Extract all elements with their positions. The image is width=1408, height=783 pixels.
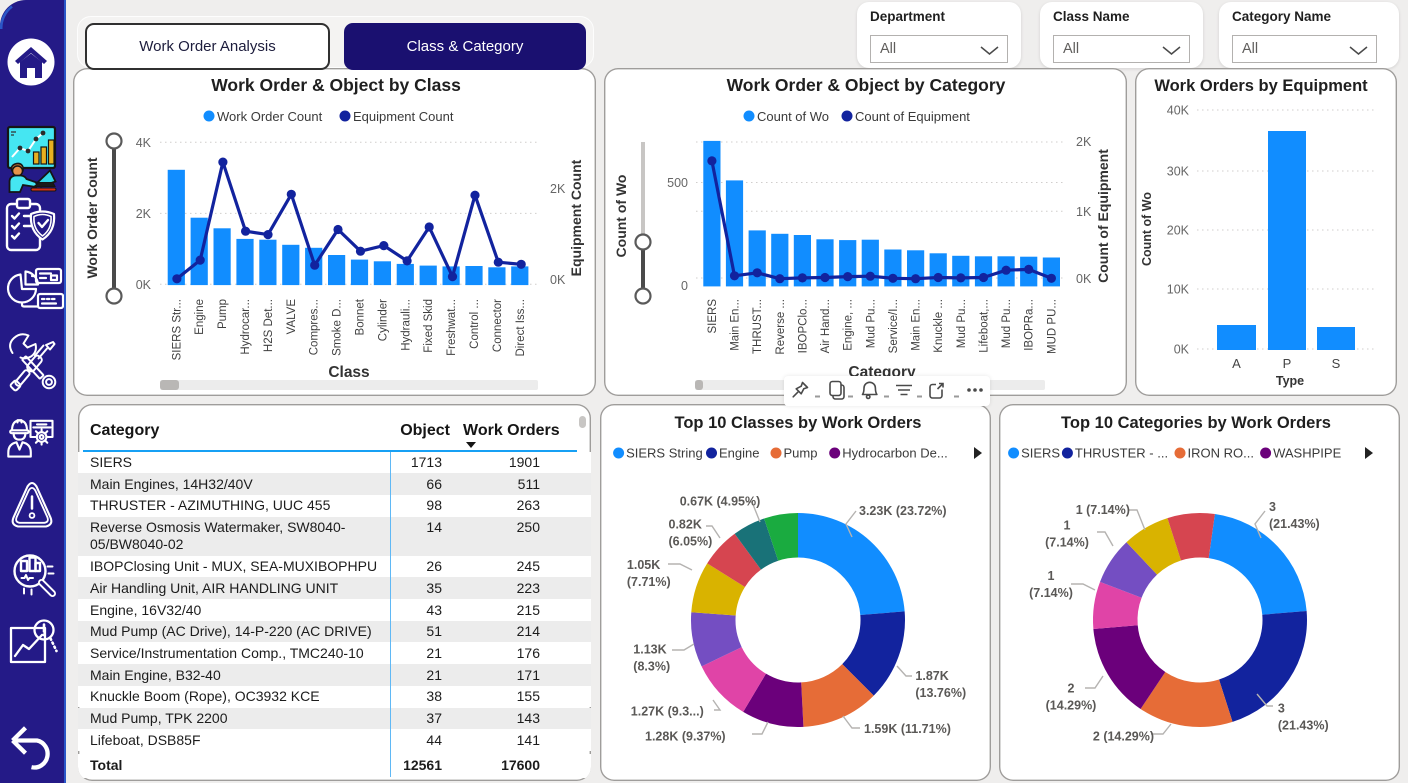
svg-text:Work Order Count: Work Order Count	[84, 157, 100, 278]
svg-text:Equipment Count: Equipment Count	[353, 109, 454, 124]
svg-text:Count of Wo: Count of Wo	[613, 175, 629, 258]
svg-text:Type: Type	[1276, 374, 1304, 388]
svg-text:Engine, ...: Engine, ...	[843, 299, 855, 351]
svg-text:Top 10 Categories by Work Orde: Top 10 Categories by Work Orders	[1061, 414, 1331, 432]
svg-text:1: 1	[1064, 519, 1071, 533]
svg-text:500: 500	[667, 176, 688, 190]
svg-text:Engine: Engine	[719, 446, 759, 461]
svg-text:2K: 2K	[1076, 135, 1092, 149]
svg-text:Count of Equipment: Count of Equipment	[855, 109, 970, 124]
svg-text:Work Order & Object by Class: Work Order & Object by Class	[211, 75, 461, 95]
svg-text:0K: 0K	[550, 273, 566, 287]
svg-text:Lifeboat,...: Lifeboat,...	[979, 299, 991, 353]
svg-text:1.13K: 1.13K	[633, 642, 666, 656]
svg-text:3: 3	[1269, 500, 1276, 514]
svg-text:Work Orders by Equipment: Work Orders by Equipment	[1154, 77, 1368, 95]
svg-text:Main En...: Main En...	[730, 299, 742, 351]
svg-text:Count of Equipment: Count of Equipment	[1095, 149, 1111, 283]
svg-text:0K: 0K	[1076, 272, 1092, 286]
svg-text:H2S Det...: H2S Det...	[263, 299, 275, 352]
svg-text:1.59K (11.71%): 1.59K (11.71%)	[864, 722, 951, 736]
svg-text:Direct Iss...: Direct Iss...	[515, 299, 527, 357]
svg-text:Work Order & Object by Categor: Work Order & Object by Category	[727, 75, 1006, 95]
svg-text:Hydrauli...: Hydrauli...	[400, 299, 412, 351]
svg-text:Top 10 Classes by Work Orders: Top 10 Classes by Work Orders	[675, 414, 922, 432]
svg-text:1 (7.14%): 1 (7.14%)	[1076, 503, 1130, 517]
svg-text:0.82K: 0.82K	[669, 518, 702, 532]
svg-text:Connector: Connector	[492, 299, 504, 352]
svg-text:Hydrocar...: Hydrocar...	[240, 299, 252, 355]
svg-text:Pump: Pump	[217, 299, 229, 329]
svg-text:IBOPClo...: IBOPClo...	[797, 299, 809, 353]
svg-text:40K: 40K	[1167, 104, 1190, 118]
svg-text:Equipment Count: Equipment Count	[568, 159, 584, 276]
svg-text:WASHPIPE: WASHPIPE	[1273, 446, 1341, 461]
svg-text:2K: 2K	[550, 182, 566, 196]
svg-text:1: 1	[1048, 569, 1055, 583]
svg-text:Mud Pu...: Mud Pu...	[956, 299, 968, 348]
svg-text:2: 2	[1068, 682, 1075, 696]
svg-text:1.27K (9.3...): 1.27K (9.3...)	[631, 705, 704, 719]
svg-text:Work Order Count: Work Order Count	[217, 109, 323, 124]
svg-text:3.23K (23.72%): 3.23K (23.72%)	[859, 504, 947, 518]
svg-text:0.67K (4.95%): 0.67K (4.95%)	[680, 495, 761, 509]
svg-text:VALVE: VALVE	[286, 299, 298, 335]
svg-text:(14.29%): (14.29%)	[1046, 699, 1097, 713]
svg-text:S: S	[1332, 356, 1341, 371]
svg-text:IBOPRa...: IBOPRa...	[1024, 299, 1036, 351]
svg-text:(21.43%): (21.43%)	[1269, 517, 1320, 531]
svg-text:1.87K: 1.87K	[915, 669, 948, 683]
svg-text:P: P	[1283, 356, 1292, 371]
svg-text:SIERS: SIERS	[707, 299, 719, 334]
svg-text:(7.71%): (7.71%)	[627, 575, 671, 589]
svg-text:1.05K: 1.05K	[627, 558, 660, 572]
svg-text:Main En...: Main En...	[911, 299, 923, 351]
svg-text:Knuckle ...: Knuckle ...	[933, 299, 945, 353]
svg-text:Service/I...: Service/I...	[888, 299, 900, 353]
svg-text:1.28K (9.37%): 1.28K (9.37%)	[645, 730, 726, 744]
svg-text:3: 3	[1278, 701, 1285, 715]
svg-text:IRON RO...: IRON RO...	[1188, 446, 1254, 461]
svg-text:2K: 2K	[136, 207, 152, 221]
svg-text:(7.14%): (7.14%)	[1045, 536, 1089, 550]
svg-text:Bonnet: Bonnet	[355, 298, 367, 335]
svg-text:10K: 10K	[1167, 283, 1190, 297]
svg-text:0K: 0K	[136, 278, 152, 292]
svg-text:Engine: Engine	[194, 299, 206, 335]
svg-text:Hydrocarbon De...: Hydrocarbon De...	[842, 446, 948, 461]
svg-text:(8.3%): (8.3%)	[633, 659, 670, 673]
svg-text:Control ...: Control ...	[469, 299, 481, 349]
svg-text:Mud Pu...: Mud Pu...	[1001, 299, 1013, 348]
svg-text:Air Hand...: Air Hand...	[820, 299, 832, 353]
svg-text:THRUSTER - ...: THRUSTER - ...	[1075, 446, 1168, 461]
svg-text:SIERS: SIERS	[1021, 446, 1060, 461]
svg-text:Mud Pu...: Mud Pu...	[865, 299, 877, 348]
svg-text:0K: 0K	[1174, 343, 1190, 357]
svg-text:(13.76%): (13.76%)	[915, 686, 966, 700]
svg-text:Pump: Pump	[784, 446, 818, 461]
svg-text:(7.14%): (7.14%)	[1029, 586, 1073, 600]
svg-text:Fixed Skid: Fixed Skid	[423, 299, 435, 353]
svg-text:Count of Wo: Count of Wo	[1140, 192, 1154, 266]
svg-text:SIERS String: SIERS String	[626, 446, 703, 461]
svg-text:(21.43%): (21.43%)	[1278, 718, 1329, 732]
svg-text:THRUST...: THRUST...	[752, 299, 764, 354]
svg-text:Smoke D...: Smoke D...	[332, 299, 344, 356]
svg-text:Cylinder: Cylinder	[377, 299, 389, 341]
svg-text:(6.05%): (6.05%)	[669, 535, 713, 549]
svg-text:20K: 20K	[1167, 224, 1190, 238]
svg-text:0: 0	[681, 279, 688, 293]
svg-text:Compres...: Compres...	[309, 299, 321, 355]
svg-text:2 (14.29%): 2 (14.29%)	[1093, 730, 1154, 744]
svg-text:MUD PU...: MUD PU...	[1046, 299, 1058, 354]
svg-text:A: A	[1232, 356, 1241, 371]
svg-text:4K: 4K	[136, 136, 152, 150]
svg-text:SIERS Str...: SIERS Str...	[171, 299, 183, 360]
svg-text:Freshwat...: Freshwat...	[446, 299, 458, 356]
svg-text:Reverse ...: Reverse ...	[775, 299, 787, 355]
svg-text:1K: 1K	[1076, 205, 1092, 219]
svg-text:Class: Class	[328, 364, 369, 381]
svg-text:Count of Wo: Count of Wo	[757, 109, 829, 124]
svg-text:30K: 30K	[1167, 165, 1190, 179]
